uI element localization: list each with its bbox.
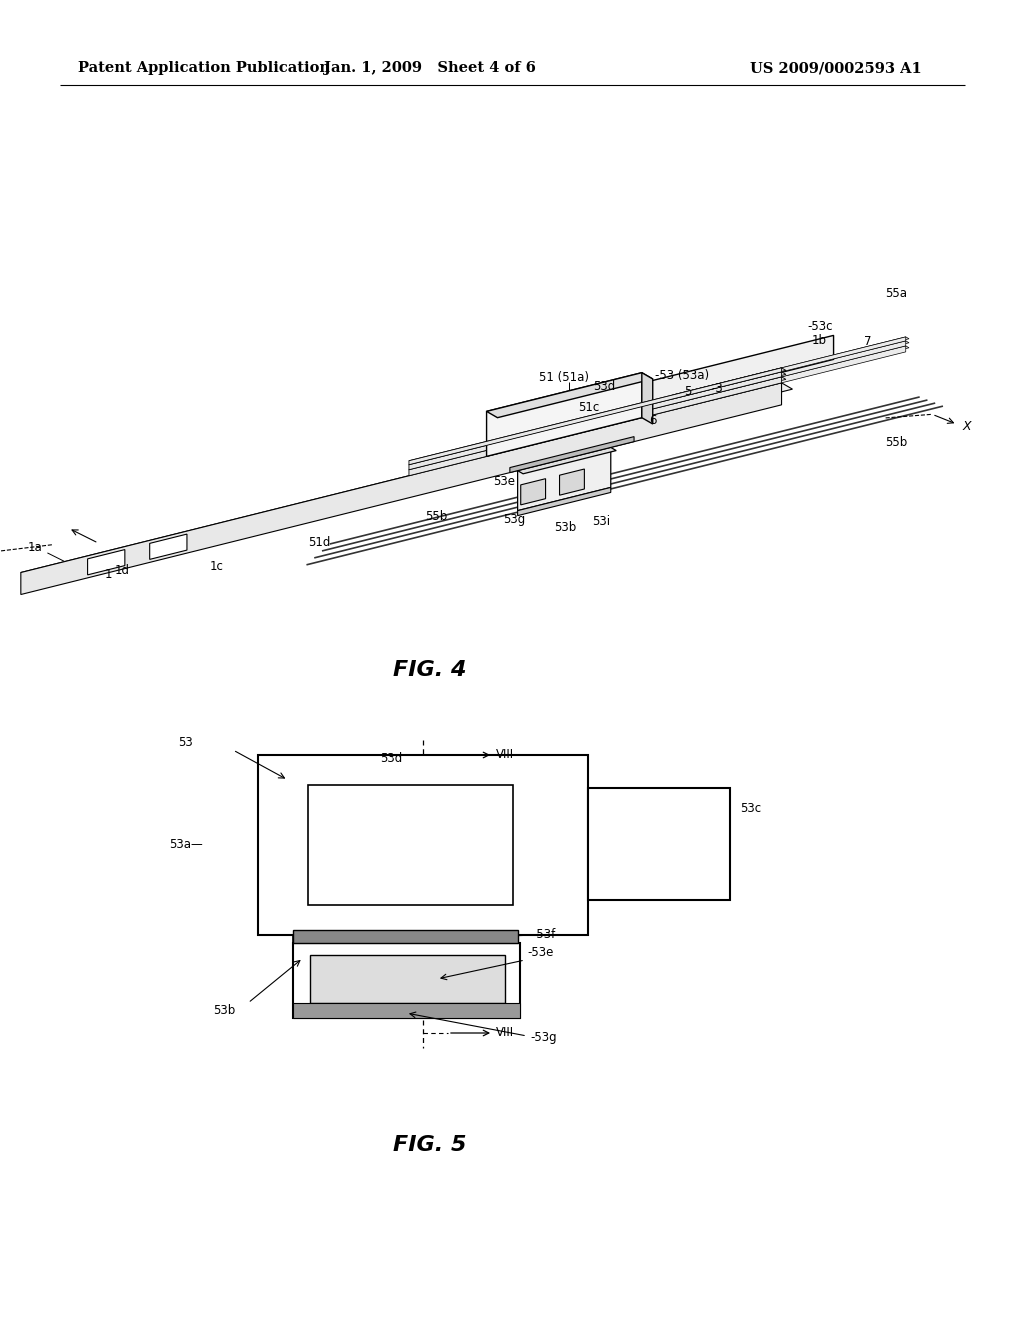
- Text: Patent Application Publication: Patent Application Publication: [78, 61, 330, 75]
- Text: -53e: -53e: [527, 945, 553, 958]
- Polygon shape: [409, 372, 785, 467]
- Text: 51d: 51d: [308, 536, 331, 549]
- Polygon shape: [559, 469, 585, 495]
- Text: 53e: 53e: [494, 475, 515, 488]
- Text: X: X: [963, 420, 971, 433]
- Polygon shape: [293, 1003, 520, 1018]
- Polygon shape: [521, 479, 546, 504]
- Polygon shape: [673, 346, 906, 411]
- Text: 5: 5: [684, 384, 691, 397]
- Text: 51c: 51c: [578, 400, 599, 413]
- Text: -53g: -53g: [530, 1031, 557, 1044]
- Polygon shape: [308, 785, 513, 906]
- Text: 1b: 1b: [812, 334, 827, 347]
- Polygon shape: [409, 376, 781, 475]
- Polygon shape: [510, 437, 634, 473]
- Text: 55b: 55b: [425, 510, 447, 523]
- Text: VIII: VIII: [496, 1027, 514, 1040]
- Text: 53i: 53i: [593, 515, 610, 528]
- Polygon shape: [486, 372, 642, 457]
- Polygon shape: [409, 368, 781, 465]
- Text: 53d: 53d: [593, 380, 615, 393]
- Text: 6: 6: [649, 414, 656, 428]
- Text: 1d: 1d: [115, 564, 129, 577]
- Polygon shape: [20, 383, 781, 594]
- Polygon shape: [486, 372, 652, 417]
- Text: Jan. 1, 2009   Sheet 4 of 6: Jan. 1, 2009 Sheet 4 of 6: [324, 61, 536, 75]
- Polygon shape: [310, 954, 505, 1003]
- Polygon shape: [517, 447, 610, 511]
- Polygon shape: [88, 549, 125, 576]
- Text: 53a—: 53a—: [169, 838, 203, 851]
- Text: -3: -3: [712, 381, 723, 395]
- Text: 53c: 53c: [740, 801, 761, 814]
- Text: US 2009/0002593 A1: US 2009/0002593 A1: [750, 61, 922, 75]
- Polygon shape: [409, 368, 785, 463]
- Text: FIG. 5: FIG. 5: [393, 1135, 467, 1155]
- Polygon shape: [673, 346, 909, 405]
- Text: -53 (53a): -53 (53a): [654, 370, 709, 383]
- Text: 1a: 1a: [28, 541, 42, 554]
- Polygon shape: [293, 942, 520, 1018]
- Text: -53f: -53f: [532, 928, 555, 941]
- Polygon shape: [588, 788, 730, 900]
- Polygon shape: [673, 341, 906, 404]
- Text: 7: 7: [864, 335, 871, 348]
- Polygon shape: [673, 337, 906, 399]
- Polygon shape: [20, 383, 793, 578]
- Text: FIG. 4: FIG. 4: [393, 660, 467, 680]
- Text: 55b: 55b: [886, 437, 908, 449]
- Text: 53d: 53d: [380, 751, 402, 764]
- Polygon shape: [409, 376, 785, 473]
- Polygon shape: [517, 447, 616, 474]
- Polygon shape: [258, 755, 588, 935]
- Text: 51 (51a): 51 (51a): [540, 371, 589, 384]
- Text: 53b: 53b: [554, 520, 577, 533]
- Text: 55a: 55a: [885, 288, 907, 300]
- Text: 53b: 53b: [213, 1005, 236, 1018]
- Polygon shape: [409, 372, 781, 470]
- Polygon shape: [150, 535, 187, 560]
- Polygon shape: [517, 487, 610, 516]
- Text: -53c: -53c: [808, 319, 834, 333]
- Polygon shape: [293, 931, 518, 942]
- Text: VIII: VIII: [496, 748, 514, 762]
- Polygon shape: [673, 341, 909, 401]
- Text: 53g: 53g: [503, 513, 525, 527]
- Text: 1c: 1c: [210, 560, 224, 573]
- Text: 1: 1: [104, 568, 112, 581]
- Polygon shape: [642, 372, 652, 424]
- Text: 53: 53: [178, 737, 193, 750]
- Polygon shape: [673, 337, 909, 397]
- Polygon shape: [647, 335, 834, 405]
